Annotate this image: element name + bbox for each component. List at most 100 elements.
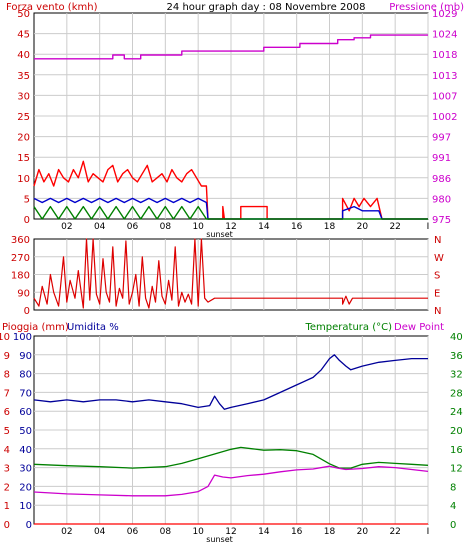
panel-3-x-tick: 04 xyxy=(94,527,106,537)
low-series-line xyxy=(33,205,428,220)
header-date-label: 24 hour graph day : 08 Novembre 2008 xyxy=(167,2,366,13)
panel-1-left-tick: 30 xyxy=(17,91,30,102)
panel-3-right-tick: 4 xyxy=(450,501,456,512)
panel-2-right-tick: N xyxy=(434,306,441,317)
panel-1-x-tick: 04 xyxy=(94,222,106,232)
header-wind-label: Forza vento (kmh) xyxy=(6,2,98,13)
panel-3-right-tick: 32 xyxy=(450,370,463,381)
panel-1-left-tick: 45 xyxy=(17,30,30,41)
panel-1-left-tick: 25 xyxy=(17,112,30,123)
panel3-dewpoint-label: Dew Point xyxy=(394,322,444,333)
panel-3-left-tick: 3 xyxy=(4,464,10,475)
panel-3-right-tick: 40 xyxy=(450,332,463,343)
panel-2-left-tick: 180 xyxy=(11,271,30,282)
panel-1-left-tick: 5 xyxy=(24,194,30,205)
panel-3-left-tick: 0 xyxy=(4,520,10,531)
panel-1-right-tick: 1002 xyxy=(432,112,457,123)
panel-3-left-tick: 8 xyxy=(4,370,10,381)
panel-3-left-tick: 6 xyxy=(4,407,10,418)
panel-3-right-tick: 24 xyxy=(450,407,463,418)
chart-layer: 5045403530252015105010291024101810131007… xyxy=(0,9,463,544)
panel-1-right-tick: 975 xyxy=(432,215,451,226)
panel-3-right-tick: 16 xyxy=(450,445,463,456)
panel-3-left-tick: 50 xyxy=(19,426,32,437)
panel-1-right-tick: 1029 xyxy=(432,9,457,20)
panel-3-x-tick: 14 xyxy=(258,527,270,537)
panel-3-x-tick: 02 xyxy=(61,527,72,537)
panel-2-left-tick: 0 xyxy=(24,306,30,317)
panel-1-x-tick: 12 xyxy=(225,222,236,232)
panel-3-left-tick: 1 xyxy=(4,501,10,512)
panel-1-x-tick: 20 xyxy=(357,222,369,232)
panel-3-x-tick: 16 xyxy=(291,527,303,537)
panel-1-x-tick: 06 xyxy=(127,222,139,232)
panel-1-right-tick: 997 xyxy=(432,133,451,144)
panel-1-x-tick: I xyxy=(427,222,430,232)
humidity-series-line xyxy=(33,354,428,410)
panel3-temp-label: Temperatura (°C) xyxy=(304,322,392,333)
panel-3-x-tick: 18 xyxy=(324,527,336,537)
panel-3-right-tick: 28 xyxy=(450,388,463,399)
panel-1-right-tick: 980 xyxy=(432,194,451,205)
panel-3-x-tick: 08 xyxy=(160,527,172,537)
panel-2-left-tick: 90 xyxy=(17,288,30,299)
panel-1-left-tick: 50 xyxy=(17,9,30,20)
panel-1-right-tick: 1007 xyxy=(432,91,457,102)
panel-3-left-tick: 5 xyxy=(4,426,10,437)
panel-3-left-tick: 9 xyxy=(4,351,10,362)
panel-1-x-tick: 22 xyxy=(389,222,400,232)
panel-1-left-tick: 40 xyxy=(17,50,30,61)
panel-3-left-tick: 4 xyxy=(4,445,10,456)
panel-1-left-tick: 20 xyxy=(17,133,30,144)
panel-1-right-tick: 1024 xyxy=(432,30,457,41)
panel3-rain-label: Pioggia (mm) xyxy=(2,322,69,333)
panel-1-sunset-label: sunset xyxy=(206,230,233,239)
panel-1-left-tick: 35 xyxy=(17,71,30,82)
panel-3-left-tick: 70 xyxy=(19,388,32,399)
panel-3-left-tick: 7 xyxy=(4,388,10,399)
panel-3-left-tick: 40 xyxy=(19,445,32,456)
panel-1-x-tick: 02 xyxy=(61,222,72,232)
panel-3-left-tick: 30 xyxy=(19,464,32,475)
panel-1-right-tick: 1018 xyxy=(432,50,457,61)
panel-2-right-tick: N xyxy=(434,235,441,246)
panel-1-left-tick: 0 xyxy=(24,215,30,226)
panel-3-left-tick: 100 xyxy=(13,332,32,343)
panel-3-right-tick: 8 xyxy=(450,482,456,493)
panel-3-left-tick: 20 xyxy=(19,482,32,493)
panel-3-x-tick: 22 xyxy=(389,527,400,537)
panel-3-left-tick: 90 xyxy=(19,351,32,362)
temperature-series-line xyxy=(33,446,429,469)
panel-1-x-tick: 08 xyxy=(160,222,172,232)
panel-3-left-tick: 10 xyxy=(0,332,10,343)
panel-3-x-tick: I xyxy=(427,527,430,537)
pressure-series-line xyxy=(34,34,428,60)
panel-3-right-tick: 12 xyxy=(450,464,463,475)
panel-1-x-tick: 14 xyxy=(258,222,270,232)
panel-2-left-tick: 270 xyxy=(11,253,30,264)
panel-1-x-tick: 10 xyxy=(192,222,204,232)
dewpoint-series-line xyxy=(33,465,429,497)
panel-1-right-tick: 986 xyxy=(432,174,451,185)
panel-3-x-tick: 20 xyxy=(357,527,369,537)
panel-2-right-tick: W xyxy=(434,253,444,264)
panel-3-left-tick: 2 xyxy=(4,482,10,493)
panel-2-right-tick: S xyxy=(434,271,440,282)
panel-3-left-tick: 10 xyxy=(19,501,32,512)
direction-series-line xyxy=(33,238,428,309)
panel3-humidity-label: Umidita % xyxy=(67,322,119,333)
panel-3-right-tick: 36 xyxy=(450,351,463,362)
panel-3-x-tick: 10 xyxy=(192,527,204,537)
panel-1-left-tick: 10 xyxy=(17,174,30,185)
panel-1-x-tick: 16 xyxy=(291,222,303,232)
panel-3-sunset-label: sunset xyxy=(206,535,233,544)
panel-3-right-tick: 0 xyxy=(450,520,456,531)
panel-3-left-tick: 0 xyxy=(26,520,32,531)
panel-1-x-tick: 18 xyxy=(324,222,336,232)
avg-series-line xyxy=(33,197,428,220)
panel-1-right-tick: 1013 xyxy=(432,71,457,82)
panel-3-x-tick: 06 xyxy=(127,527,139,537)
panel-1-left-tick: 15 xyxy=(17,153,30,164)
